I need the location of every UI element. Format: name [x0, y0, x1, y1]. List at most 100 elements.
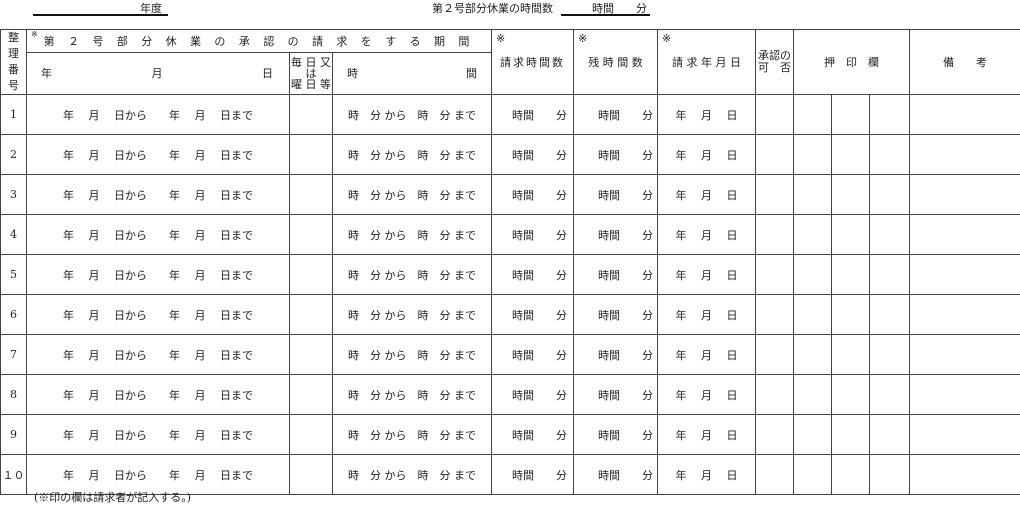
- remaining-hours-cell[interactable]: 時間 分: [574, 295, 658, 335]
- request-date-cell[interactable]: 年 月 日: [658, 295, 756, 335]
- time-range-cell[interactable]: 時 分 から 時 分 まで: [333, 255, 492, 295]
- remarks-cell[interactable]: [910, 215, 1020, 255]
- stamp-cell[interactable]: [832, 375, 870, 415]
- weekday-cell[interactable]: [290, 335, 333, 375]
- weekday-cell[interactable]: [290, 255, 333, 295]
- remarks-cell[interactable]: [910, 295, 1020, 335]
- stamp-cell[interactable]: [832, 455, 870, 495]
- weekday-cell[interactable]: [290, 175, 333, 215]
- stamp-cell[interactable]: [870, 335, 910, 375]
- date-range-cell[interactable]: 年 月 日から 年 月 日まで: [27, 375, 290, 415]
- date-range-cell[interactable]: 年 月 日から 年 月 日まで: [27, 415, 290, 455]
- remaining-hours-cell[interactable]: 時間 分: [574, 175, 658, 215]
- remarks-cell[interactable]: [910, 455, 1020, 495]
- request-date-cell[interactable]: 年 月 日: [658, 375, 756, 415]
- stamp-cell[interactable]: [870, 135, 910, 175]
- weekday-cell[interactable]: [290, 95, 333, 135]
- stamp-cell[interactable]: [832, 255, 870, 295]
- request-hours-cell[interactable]: 時間 分: [492, 415, 574, 455]
- request-date-cell[interactable]: 年 月 日: [658, 215, 756, 255]
- stamp-cell[interactable]: [832, 335, 870, 375]
- stamp-cell[interactable]: [870, 375, 910, 415]
- remarks-cell[interactable]: [910, 415, 1020, 455]
- request-hours-cell[interactable]: 時間 分: [492, 175, 574, 215]
- approval-cell[interactable]: [756, 295, 794, 335]
- approval-cell[interactable]: [756, 375, 794, 415]
- weekday-cell[interactable]: [290, 135, 333, 175]
- request-date-cell[interactable]: 年 月 日: [658, 95, 756, 135]
- hours-field[interactable]: [561, 14, 650, 16]
- remaining-hours-cell[interactable]: 時間 分: [574, 415, 658, 455]
- stamp-cell[interactable]: [794, 95, 832, 135]
- remaining-hours-cell[interactable]: 時間 分: [574, 335, 658, 375]
- fiscal-year-field[interactable]: [33, 14, 168, 16]
- stamp-cell[interactable]: [794, 175, 832, 215]
- stamp-cell[interactable]: [870, 295, 910, 335]
- stamp-cell[interactable]: [870, 455, 910, 495]
- stamp-cell[interactable]: [870, 415, 910, 455]
- stamp-cell[interactable]: [832, 135, 870, 175]
- stamp-cell[interactable]: [794, 215, 832, 255]
- remarks-cell[interactable]: [910, 95, 1020, 135]
- remarks-cell[interactable]: [910, 135, 1020, 175]
- stamp-cell[interactable]: [794, 455, 832, 495]
- request-date-cell[interactable]: 年 月 日: [658, 255, 756, 295]
- time-range-cell[interactable]: 時 分 から 時 分 まで: [333, 175, 492, 215]
- approval-cell[interactable]: [756, 95, 794, 135]
- request-date-cell[interactable]: 年 月 日: [658, 175, 756, 215]
- request-hours-cell[interactable]: 時間 分: [492, 335, 574, 375]
- request-date-cell[interactable]: 年 月 日: [658, 415, 756, 455]
- approval-cell[interactable]: [756, 135, 794, 175]
- date-range-cell[interactable]: 年 月 日から 年 月 日まで: [27, 95, 290, 135]
- weekday-cell[interactable]: [290, 415, 333, 455]
- stamp-cell[interactable]: [832, 175, 870, 215]
- stamp-cell[interactable]: [870, 255, 910, 295]
- request-hours-cell[interactable]: 時間 分: [492, 455, 574, 495]
- remaining-hours-cell[interactable]: 時間 分: [574, 215, 658, 255]
- time-range-cell[interactable]: 時 分 から 時 分 まで: [333, 135, 492, 175]
- time-range-cell[interactable]: 時 分 から 時 分 まで: [333, 335, 492, 375]
- stamp-cell[interactable]: [832, 295, 870, 335]
- stamp-cell[interactable]: [832, 95, 870, 135]
- time-range-cell[interactable]: 時 分 から 時 分 まで: [333, 95, 492, 135]
- stamp-cell[interactable]: [794, 415, 832, 455]
- request-hours-cell[interactable]: 時間 分: [492, 95, 574, 135]
- date-range-cell[interactable]: 年 月 日から 年 月 日まで: [27, 335, 290, 375]
- approval-cell[interactable]: [756, 415, 794, 455]
- request-date-cell[interactable]: 年 月 日: [658, 135, 756, 175]
- remaining-hours-cell[interactable]: 時間 分: [574, 95, 658, 135]
- date-range-cell[interactable]: 年 月 日から 年 月 日まで: [27, 135, 290, 175]
- request-date-cell[interactable]: 年 月 日: [658, 455, 756, 495]
- stamp-cell[interactable]: [794, 255, 832, 295]
- time-range-cell[interactable]: 時 分 から 時 分 まで: [333, 415, 492, 455]
- request-date-cell[interactable]: 年 月 日: [658, 335, 756, 375]
- weekday-cell[interactable]: [290, 215, 333, 255]
- approval-cell[interactable]: [756, 255, 794, 295]
- stamp-cell[interactable]: [870, 95, 910, 135]
- date-range-cell[interactable]: 年 月 日から 年 月 日まで: [27, 175, 290, 215]
- stamp-cell[interactable]: [832, 415, 870, 455]
- remaining-hours-cell[interactable]: 時間 分: [574, 135, 658, 175]
- time-range-cell[interactable]: 時 分 から 時 分 まで: [333, 295, 492, 335]
- stamp-cell[interactable]: [832, 215, 870, 255]
- request-hours-cell[interactable]: 時間 分: [492, 295, 574, 335]
- remarks-cell[interactable]: [910, 255, 1020, 295]
- remaining-hours-cell[interactable]: 時間 分: [574, 255, 658, 295]
- weekday-cell[interactable]: [290, 295, 333, 335]
- time-range-cell[interactable]: 時 分 から 時 分 まで: [333, 215, 492, 255]
- stamp-cell[interactable]: [794, 295, 832, 335]
- date-range-cell[interactable]: 年 月 日から 年 月 日まで: [27, 295, 290, 335]
- request-hours-cell[interactable]: 時間 分: [492, 215, 574, 255]
- remarks-cell[interactable]: [910, 175, 1020, 215]
- stamp-cell[interactable]: [870, 175, 910, 215]
- stamp-cell[interactable]: [794, 135, 832, 175]
- approval-cell[interactable]: [756, 215, 794, 255]
- time-range-cell[interactable]: 時 分 から 時 分 まで: [333, 375, 492, 415]
- approval-cell[interactable]: [756, 455, 794, 495]
- stamp-cell[interactable]: [870, 215, 910, 255]
- date-range-cell[interactable]: 年 月 日から 年 月 日まで: [27, 215, 290, 255]
- date-range-cell[interactable]: 年 月 日から 年 月 日まで: [27, 255, 290, 295]
- remaining-hours-cell[interactable]: 時間 分: [574, 375, 658, 415]
- request-hours-cell[interactable]: 時間 分: [492, 255, 574, 295]
- remarks-cell[interactable]: [910, 375, 1020, 415]
